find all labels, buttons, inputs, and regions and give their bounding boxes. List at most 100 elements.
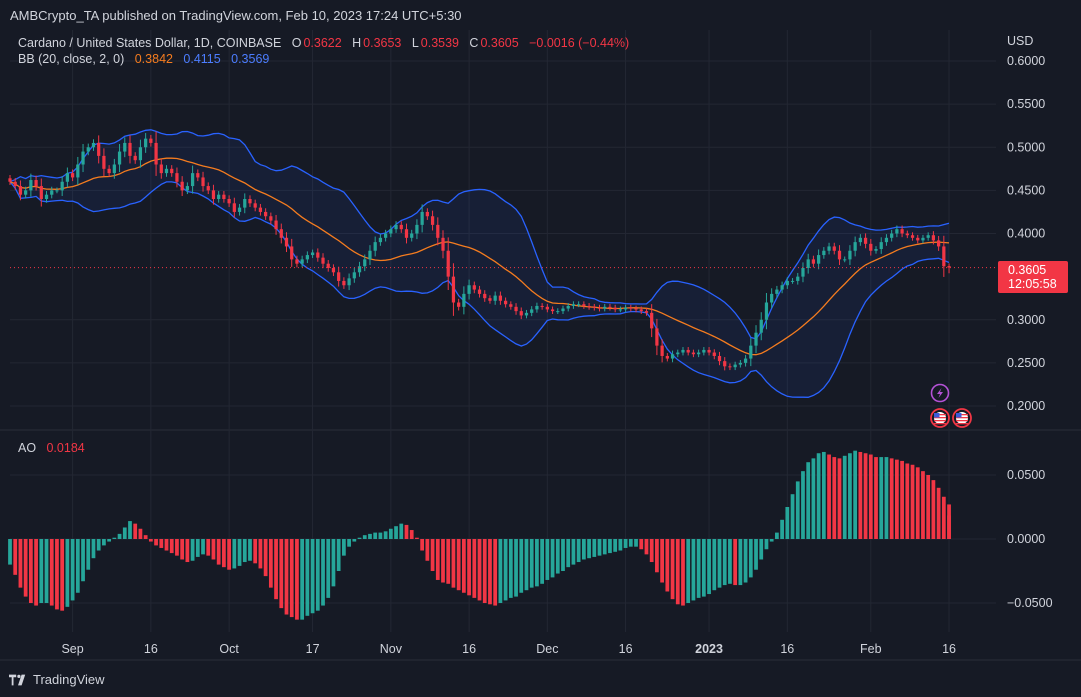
ao-bar	[23, 539, 28, 597]
ao-bar	[816, 453, 821, 539]
candle-body	[357, 266, 362, 273]
ao-bar	[352, 539, 357, 542]
candle-body	[697, 352, 701, 355]
ao-bar	[608, 539, 612, 554]
candle-body	[274, 220, 278, 230]
time-tick-label: 16	[780, 642, 794, 656]
ao-bar	[143, 535, 148, 539]
ao-bar	[237, 539, 242, 566]
candle-body	[571, 304, 576, 306]
candle-body	[107, 168, 111, 174]
candle-body	[577, 304, 581, 306]
candle-body	[217, 194, 221, 199]
candle-body	[738, 362, 742, 365]
candle-body	[540, 305, 544, 307]
candle-body	[801, 268, 805, 277]
candle-body	[279, 229, 283, 238]
ao-bar	[722, 539, 727, 586]
candlestick-series	[8, 131, 996, 371]
ao-bar	[754, 539, 758, 570]
ao-bar	[655, 539, 659, 573]
candle-body	[827, 246, 831, 251]
ao-bar	[289, 539, 294, 618]
bb-legend[interactable]: BB (20, close, 2, 0) 0.3842 0.4115 0.356…	[18, 52, 269, 66]
ao-bar	[691, 539, 696, 601]
ao-bar	[743, 539, 748, 583]
candle-body	[942, 246, 946, 267]
candle-body	[858, 237, 862, 243]
ao-bar	[39, 539, 44, 603]
candle-body	[211, 190, 216, 199]
candle-body	[618, 309, 622, 311]
candle-body	[441, 237, 445, 251]
ao-bar	[482, 539, 487, 603]
tradingview-logo-icon	[9, 674, 26, 685]
symbol-title[interactable]: Cardano / United States Dollar, 1D, COIN…	[18, 36, 282, 50]
candle-body	[785, 280, 789, 286]
ao-bar	[65, 539, 70, 607]
ao-bar	[738, 539, 743, 586]
us-flag-icon[interactable]	[952, 408, 972, 428]
ao-bar	[315, 539, 320, 611]
ao-bar	[394, 526, 398, 539]
candle-body	[227, 199, 231, 204]
candle-body	[670, 354, 675, 359]
flag-stripe	[934, 417, 946, 419]
candle-body	[321, 257, 325, 264]
ao-bar	[717, 539, 722, 588]
ao-bar	[206, 539, 211, 556]
candle-body	[488, 298, 492, 301]
ao-bar	[566, 539, 571, 568]
candle-body	[587, 305, 591, 307]
candle-body	[477, 289, 482, 294]
candle-body	[707, 349, 711, 353]
candle-body	[472, 285, 476, 290]
candle-body	[780, 285, 784, 290]
ao-bar	[827, 454, 831, 539]
ao-label: AO	[18, 441, 37, 455]
candle-body	[796, 276, 800, 281]
ao-bar	[232, 539, 237, 569]
candle-body	[373, 242, 377, 251]
ao-bar	[806, 462, 811, 539]
lightning-icon[interactable]	[930, 383, 950, 403]
ao-bar	[399, 523, 404, 539]
candle-body	[686, 349, 690, 353]
candle-body	[545, 306, 549, 310]
candle-body	[430, 216, 435, 225]
candle-body	[566, 305, 570, 309]
ao-bar	[34, 539, 38, 606]
us-flag-icon[interactable]	[930, 408, 950, 428]
ao-bar	[811, 458, 816, 539]
candle-body	[905, 233, 909, 236]
price-tick-label: 0.4000	[1007, 227, 1045, 241]
ao-bar	[96, 539, 101, 551]
ao-bar	[185, 539, 190, 563]
candle-body	[39, 186, 43, 199]
ao-bar	[775, 532, 779, 539]
candle-body	[603, 306, 607, 309]
ao-legend[interactable]: AO 0.0184	[18, 441, 85, 455]
bar-countdown: 12:05:58	[1008, 276, 1057, 291]
candle-body	[874, 249, 878, 251]
candle-body	[644, 311, 649, 313]
candle-body	[13, 181, 17, 187]
high-value: 0.3653	[363, 36, 402, 50]
candle-body	[154, 142, 158, 165]
ao-bar	[268, 539, 273, 588]
ao-bar	[540, 539, 545, 584]
ao-bar	[581, 539, 586, 560]
candle-body	[582, 304, 586, 306]
flag-stripe	[956, 417, 968, 419]
currency-label[interactable]: USD	[1007, 34, 1034, 48]
candle-body	[743, 358, 748, 363]
ao-bar	[649, 539, 654, 563]
candle-body	[149, 138, 153, 143]
event-markers[interactable]	[930, 383, 972, 428]
ao-bar	[795, 481, 800, 539]
ao-bar	[519, 539, 524, 593]
tradingview-brand[interactable]: TradingView	[9, 672, 105, 687]
ao-bar	[138, 528, 143, 539]
ao-bar	[295, 539, 299, 620]
ao-bar	[102, 539, 106, 546]
